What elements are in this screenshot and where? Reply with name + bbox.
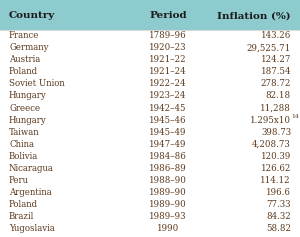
Text: 278.72: 278.72 bbox=[261, 79, 291, 88]
Text: Poland: Poland bbox=[9, 200, 38, 209]
Text: 1947–49: 1947–49 bbox=[149, 140, 187, 149]
Text: Germany: Germany bbox=[9, 43, 49, 52]
Text: 82.18: 82.18 bbox=[266, 91, 291, 100]
Text: 84.32: 84.32 bbox=[266, 212, 291, 221]
Text: France: France bbox=[9, 31, 39, 40]
Text: Soviet Union: Soviet Union bbox=[9, 79, 65, 88]
Text: Greece: Greece bbox=[9, 104, 40, 113]
Text: 29,525.71: 29,525.71 bbox=[247, 43, 291, 52]
Text: 1920–23: 1920–23 bbox=[149, 43, 187, 52]
Text: Argentina: Argentina bbox=[9, 188, 52, 197]
Text: 187.54: 187.54 bbox=[260, 67, 291, 76]
Text: 114.12: 114.12 bbox=[260, 176, 291, 185]
Text: Brazil: Brazil bbox=[9, 212, 34, 221]
Text: 77.33: 77.33 bbox=[266, 200, 291, 209]
Text: Taiwan: Taiwan bbox=[9, 128, 40, 137]
Text: 1921–22: 1921–22 bbox=[149, 55, 187, 64]
Text: 58.82: 58.82 bbox=[266, 224, 291, 233]
Text: Hungary: Hungary bbox=[9, 91, 47, 100]
Text: 1989–93: 1989–93 bbox=[149, 212, 187, 221]
Text: Nicaragua: Nicaragua bbox=[9, 164, 54, 173]
Text: 1789–96: 1789–96 bbox=[149, 31, 187, 40]
Text: 1945–46: 1945–46 bbox=[149, 116, 187, 125]
Text: Inflation (%): Inflation (%) bbox=[218, 12, 291, 20]
Text: 1921–24: 1921–24 bbox=[149, 67, 187, 76]
Text: 1945–49: 1945–49 bbox=[149, 128, 187, 137]
Text: Period: Period bbox=[149, 12, 187, 20]
Text: Yugoslavia: Yugoslavia bbox=[9, 224, 55, 233]
Text: 196.6: 196.6 bbox=[266, 188, 291, 197]
Text: China: China bbox=[9, 140, 34, 149]
Text: 1984–86: 1984–86 bbox=[149, 152, 187, 161]
Text: 4,208.73: 4,208.73 bbox=[252, 140, 291, 149]
Text: 1942–45: 1942–45 bbox=[149, 104, 187, 113]
Text: 126.62: 126.62 bbox=[261, 164, 291, 173]
Text: 11,288: 11,288 bbox=[260, 104, 291, 113]
Text: Poland: Poland bbox=[9, 67, 38, 76]
Text: 1988–90: 1988–90 bbox=[149, 176, 187, 185]
Bar bbox=[0, 0, 300, 30]
Text: 1989–90: 1989–90 bbox=[149, 200, 187, 209]
Text: Austria: Austria bbox=[9, 55, 40, 64]
Text: 1990: 1990 bbox=[157, 224, 179, 233]
Text: Country: Country bbox=[9, 12, 55, 20]
Text: 120.39: 120.39 bbox=[261, 152, 291, 161]
Text: 1989–90: 1989–90 bbox=[149, 188, 187, 197]
Text: Peru: Peru bbox=[9, 176, 29, 185]
Text: 1923–24: 1923–24 bbox=[149, 91, 187, 100]
Text: 1986–89: 1986–89 bbox=[149, 164, 187, 173]
Text: 143.26: 143.26 bbox=[261, 31, 291, 40]
Text: Hungary: Hungary bbox=[9, 116, 47, 125]
Text: Bolivia: Bolivia bbox=[9, 152, 38, 161]
Text: 1.295x10: 1.295x10 bbox=[250, 116, 291, 125]
Text: 124.27: 124.27 bbox=[261, 55, 291, 64]
Text: 1922–24: 1922–24 bbox=[149, 79, 187, 88]
Text: 14: 14 bbox=[292, 114, 299, 119]
Text: 398.73: 398.73 bbox=[261, 128, 291, 137]
